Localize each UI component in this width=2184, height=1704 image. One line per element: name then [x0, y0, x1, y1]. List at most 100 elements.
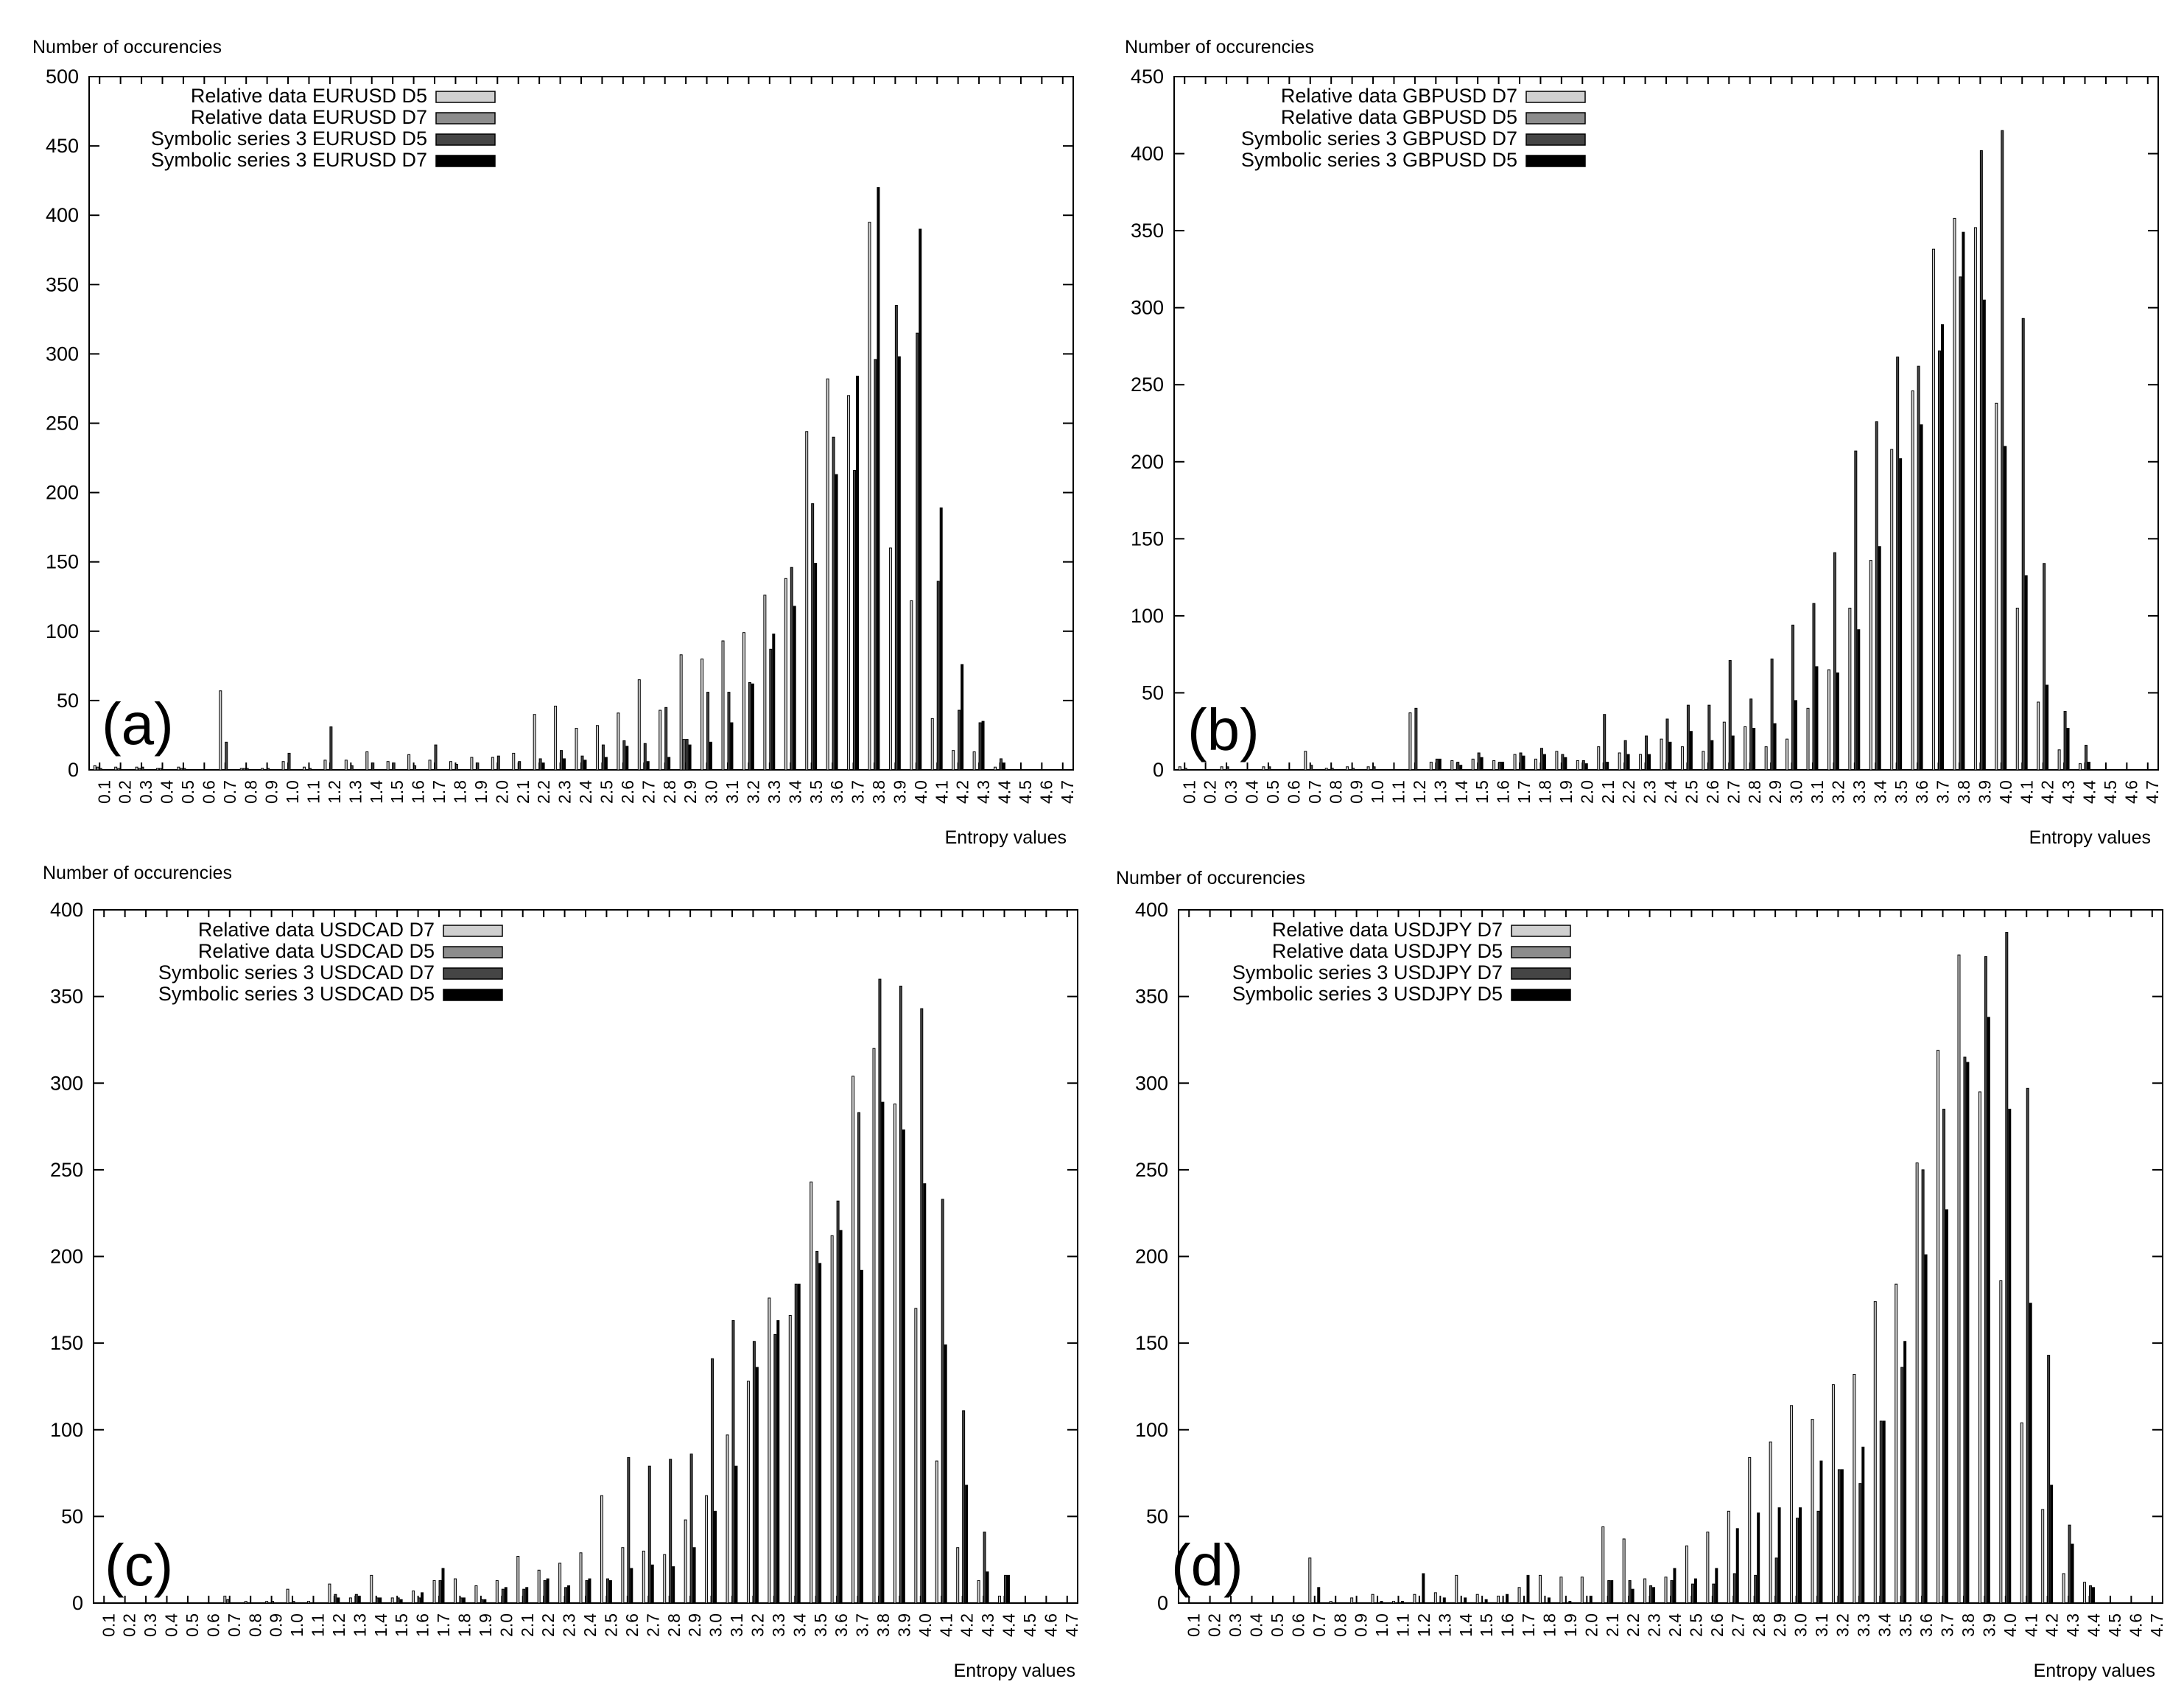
bar	[308, 768, 312, 771]
bar	[1770, 658, 1774, 771]
bar	[853, 469, 857, 771]
bar	[2089, 1585, 2092, 1604]
bar	[516, 1555, 520, 1604]
x-tick-label: 3.7	[1934, 780, 1953, 804]
legend-swatch	[1511, 946, 1571, 958]
bar	[727, 692, 731, 771]
bar	[730, 722, 734, 771]
bar	[1836, 672, 1839, 771]
bar	[788, 1314, 792, 1604]
bar	[1392, 1601, 1395, 1604]
bar	[888, 547, 892, 771]
bar	[1941, 324, 1944, 771]
x-tick-label: 3.9	[890, 780, 909, 804]
bar	[1840, 1469, 1844, 1604]
bar	[685, 739, 689, 771]
x-tick-label: 4.6	[1041, 1613, 1060, 1637]
x-tick-label: 2.4	[1661, 780, 1680, 804]
bar	[1728, 660, 1732, 771]
bar	[630, 1568, 633, 1604]
x-tick-label: 3.4	[1870, 780, 1889, 804]
y-tick-label: 350	[1135, 986, 1168, 1008]
x-tick-label: 1.9	[1556, 780, 1576, 804]
bar	[977, 1579, 980, 1604]
bar	[1749, 698, 1753, 771]
bar	[93, 765, 96, 771]
x-tick-label: 4.5	[1016, 780, 1035, 804]
x-tick-label: 3.3	[1850, 780, 1869, 804]
bar	[1639, 754, 1643, 771]
bar	[1477, 752, 1481, 771]
bar	[1668, 741, 1672, 771]
x-tick-label: 1.6	[1494, 780, 1513, 804]
y-axis-label: Number of occurencies	[32, 37, 222, 57]
legend-swatch	[1511, 925, 1571, 937]
legend-swatch	[1525, 155, 1586, 167]
bar	[1623, 740, 1627, 771]
y-tick-label: 0	[68, 759, 79, 781]
x-tick-label: 3.1	[723, 780, 742, 804]
y-tick-label: 250	[1131, 374, 1164, 396]
bar	[370, 1574, 373, 1604]
bar	[1542, 754, 1546, 771]
x-tick-label: 1.2	[1414, 1613, 1433, 1637]
bar	[1484, 1599, 1488, 1604]
bar	[914, 1308, 918, 1604]
bar	[711, 1358, 714, 1604]
bar	[1791, 624, 1795, 771]
bar	[1555, 751, 1559, 771]
x-tick-label: 4.2	[953, 780, 972, 804]
bar	[1649, 1585, 1653, 1604]
bar	[1937, 1050, 1940, 1604]
x-tick-label: 1.1	[304, 780, 323, 804]
bar	[815, 1250, 819, 1604]
bar	[965, 1484, 969, 1604]
x-tick-label: 1.9	[1561, 1613, 1580, 1637]
bar	[483, 1599, 487, 1604]
x-tick-label: 2.0	[1577, 780, 1596, 804]
plot-frame	[1178, 909, 2163, 1604]
bar	[1685, 1545, 1688, 1604]
bar	[1414, 707, 1418, 771]
x-tick-label: 0.6	[203, 1613, 222, 1637]
bar	[1517, 1587, 1521, 1604]
x-tick-label: 0.3	[141, 1613, 160, 1637]
bar	[1618, 752, 1621, 771]
bar	[348, 1597, 352, 1604]
bar	[2026, 1087, 2029, 1604]
bar	[701, 658, 704, 771]
bar	[1799, 1507, 1802, 1604]
bar	[1764, 746, 1768, 771]
bar	[1959, 276, 1962, 771]
x-tick-label: 2.6	[1707, 1613, 1727, 1637]
x-tick-label: 2.6	[618, 780, 637, 804]
bar	[1752, 728, 1756, 771]
x-tick-label: 0.1	[99, 1613, 118, 1637]
x-tick-label: 2.0	[1581, 1613, 1601, 1637]
bar	[354, 1593, 358, 1604]
x-tick-label: 3.4	[785, 780, 804, 804]
x-tick-label: 2.7	[643, 1613, 662, 1637]
bar	[769, 648, 773, 771]
x-tick-label: 1.7	[1514, 780, 1534, 804]
bar	[538, 758, 542, 771]
bar	[600, 1495, 603, 1604]
x-tick-label: 1.3	[1435, 1613, 1454, 1637]
bar	[1597, 746, 1601, 771]
x-tick-label: 3.1	[1812, 1613, 1831, 1637]
x-tick-label: 2.5	[602, 1613, 621, 1637]
bar	[292, 1601, 295, 1604]
bar	[709, 741, 713, 771]
bar	[1464, 1597, 1467, 1604]
y-tick-label: 100	[50, 1419, 83, 1441]
bar	[462, 1597, 466, 1604]
bar	[868, 222, 871, 771]
bar	[2004, 446, 2007, 771]
bar	[1456, 762, 1460, 771]
x-tick-label: 2.4	[580, 1613, 600, 1637]
bar	[219, 690, 222, 771]
bar	[1774, 1557, 1778, 1604]
y-tick-label: 50	[61, 1505, 83, 1527]
bar	[1727, 1510, 1730, 1604]
x-tick-label: 3.0	[1787, 780, 1806, 804]
